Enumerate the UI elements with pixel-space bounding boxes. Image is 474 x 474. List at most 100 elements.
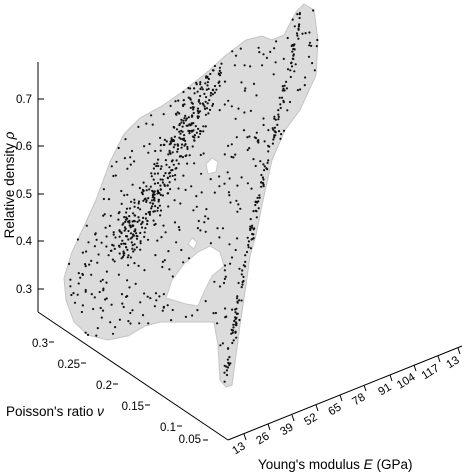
scatter-point [140, 191, 143, 194]
scatter-point [221, 227, 225, 230]
scatter-point [154, 222, 157, 226]
scatter-point [294, 63, 297, 66]
scatter-point [233, 64, 236, 67]
scatter-point [139, 248, 142, 251]
scatter-point [213, 91, 216, 94]
scatter-point [204, 100, 207, 103]
scatter-point [189, 98, 192, 101]
scatter-point [216, 322, 219, 325]
scatter-point [224, 275, 227, 278]
scatter-point [279, 137, 282, 140]
scatter-point [184, 119, 187, 122]
scatter-point [84, 263, 87, 266]
scatter-point [213, 191, 216, 194]
scatter-point [176, 148, 179, 151]
scatter-point [169, 188, 172, 191]
scatter-point [179, 137, 182, 140]
scatter-point [176, 111, 179, 114]
scatter-point [138, 219, 141, 222]
scatter-point [125, 246, 128, 249]
scatter-point [156, 239, 159, 242]
scatter-point [102, 289, 105, 292]
scatter-point [111, 243, 114, 246]
scatter-point [139, 231, 142, 235]
scatter-point [164, 159, 167, 162]
y-tick-label: 0.1 [160, 422, 176, 434]
scatter-point [125, 211, 128, 214]
scatter-point [204, 230, 207, 233]
scatter-point [80, 310, 83, 314]
scatter-point [206, 76, 209, 79]
scatter-point [197, 135, 200, 139]
scatter-point [163, 259, 166, 262]
scatter-point [120, 231, 123, 234]
scatter-point [181, 138, 184, 141]
scatter-point [178, 155, 181, 158]
scatter-point [251, 224, 254, 227]
scatter-point [143, 198, 146, 201]
x-tick-label: 39 [278, 421, 295, 438]
scatter-point [160, 165, 163, 168]
scatter-point [161, 309, 164, 312]
scatter-point [122, 242, 125, 245]
scatter-point [231, 329, 235, 332]
scatter-point [251, 232, 254, 236]
scatter-point [180, 118, 183, 121]
scatter-point [186, 147, 189, 151]
x-tick-mark [267, 423, 271, 431]
scatter-point [98, 290, 101, 294]
scatter-point [199, 83, 202, 86]
scatter-point [204, 300, 207, 303]
scatter-point [173, 199, 176, 202]
scatter-point [213, 84, 217, 88]
scatter-point [229, 262, 232, 265]
scatter-point [197, 98, 201, 102]
scatter-point [199, 87, 202, 91]
scatter-point [196, 90, 199, 93]
x-tick-mark [437, 355, 441, 363]
scatter-point [226, 366, 230, 369]
scatter-point [193, 134, 196, 137]
scatter-point [189, 87, 192, 90]
x-tick-label: 117 [420, 362, 442, 382]
scatter-point [260, 185, 263, 188]
x-tick-mark [291, 414, 295, 422]
scatter-point [92, 307, 95, 311]
scatter-point [292, 48, 295, 51]
scatter-point [111, 258, 114, 261]
scatter-point [238, 267, 241, 270]
z-axis-label: Relative density ρ [2, 131, 17, 238]
scatter-point [123, 229, 126, 232]
scatter-point [242, 129, 246, 132]
scatter-point [73, 301, 77, 304]
scatter-point [122, 250, 125, 253]
scatter-point [168, 268, 171, 271]
scatter-point [143, 145, 146, 148]
scatter-point [185, 124, 188, 127]
scatter-point [213, 280, 216, 283]
scatter-point [139, 301, 142, 304]
scatter-point [120, 257, 123, 260]
scatter-point [150, 172, 153, 175]
scatter-point [226, 358, 229, 361]
scatter-point [279, 103, 282, 106]
scatter-point [190, 123, 193, 126]
scatter-point [193, 139, 196, 142]
y-ticks: 0.3 0.25 0.2 0.15 0.1 0.05 [32, 338, 208, 446]
scatter-point [193, 87, 196, 90]
scatter-point [120, 293, 124, 296]
scatter-point [235, 316, 238, 319]
scatter-point [135, 232, 138, 235]
scatter-point [196, 309, 199, 312]
scatter-point [184, 139, 187, 142]
x-axis-label: Young's modulus E (GPa) [258, 457, 412, 472]
scatter-point [177, 99, 180, 102]
scatter-point [235, 199, 238, 202]
scatter-point [155, 164, 158, 168]
scatter-point [133, 205, 136, 208]
scatter-point [258, 51, 261, 54]
scatter-point [125, 295, 128, 298]
scatter-point [141, 220, 144, 223]
scatter-point [154, 149, 157, 153]
scatter-point [105, 297, 108, 300]
